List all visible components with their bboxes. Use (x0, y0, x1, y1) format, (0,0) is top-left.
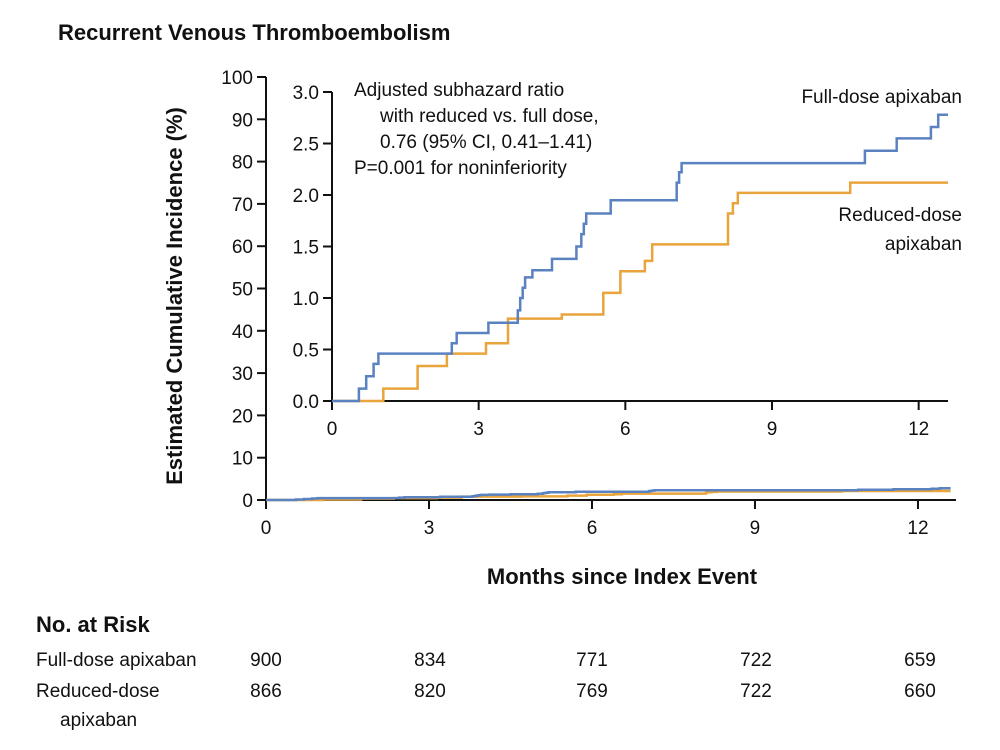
main-y-tick-label: 50 (232, 280, 253, 301)
inset-axes: 0.0 0.5 1.0 1.5 2.0 2.5 3.0 0 3 6 9 12 (277, 83, 955, 443)
risk-value: 660 (904, 681, 936, 702)
risk-row-label: Reduced-dose (36, 681, 160, 702)
number-at-risk-table: No. at Risk Full-dose apixaban 900 834 771 7… (36, 612, 936, 731)
risk-table-title: No. at Risk (36, 612, 150, 637)
risk-value: 769 (576, 681, 608, 702)
inset-y-tick-label: 1.5 (293, 238, 319, 259)
risk-value: 722 (740, 681, 772, 702)
inset-y-tick-label: 0.0 (293, 392, 319, 413)
x-axis-label: Months since Index Event (487, 564, 758, 589)
risk-value: 659 (904, 650, 936, 671)
inset-x-tick-label: 6 (620, 419, 631, 440)
main-y-tick-label: 10 (232, 449, 253, 470)
inset-y-tick-label: 1.0 (293, 289, 319, 310)
inset-y-tick-label: 0.5 (293, 341, 319, 362)
inset-line-full-dose-apixaban (332, 113, 948, 403)
risk-value: 771 (576, 650, 608, 671)
series-label: Full-dose apixaban (801, 87, 962, 108)
subhazard-ratio-annotation: Adjusted subhazard ratio with reduced vs.… (354, 80, 599, 179)
inset-x-tick-label: 12 (908, 419, 929, 440)
chart-title: Recurrent Venous Thromboembolism (58, 20, 450, 45)
inset-x-tick-label: 9 (767, 419, 778, 440)
main-y-tick-label: 0 (242, 491, 253, 512)
risk-value: 866 (250, 681, 282, 702)
series-label: apixaban (885, 234, 962, 255)
series-label: Reduced-dose (838, 205, 962, 226)
inset-x-tick-label: 0 (327, 419, 338, 440)
inset-series-lines (332, 113, 948, 403)
inset-background (277, 84, 955, 443)
y-axis-label: Estimated Cumulative Incidence (%) (162, 107, 187, 485)
annotation-line: Adjusted subhazard ratio (354, 80, 564, 101)
annotation-line: 0.76 (95% CI, 0.41–1.41) (380, 132, 592, 153)
inset-y-tick-label: 2.5 (293, 135, 319, 156)
risk-value: 820 (414, 681, 446, 702)
risk-row-label: apixaban (60, 710, 137, 731)
risk-value: 834 (414, 650, 446, 671)
risk-value: 900 (250, 650, 282, 671)
annotation-line: P=0.001 for noninferiority (354, 158, 567, 179)
inset-y-tick-label: 2.0 (293, 186, 319, 207)
main-x-tick-label: 3 (424, 518, 435, 539)
main-y-tick-label: 30 (232, 364, 253, 385)
main-series-lines (266, 486, 951, 502)
main-y-tick-label: 60 (232, 237, 253, 258)
main-y-tick-label: 20 (232, 406, 253, 427)
main-line-full-dose-apixaban (266, 486, 951, 502)
main-x-tick-label: 6 (587, 518, 598, 539)
annotation-line: with reduced vs. full dose, (379, 106, 599, 127)
main-y-tick-label: 80 (232, 153, 253, 174)
risk-row-label: Full-dose apixaban (36, 650, 197, 671)
main-x-tick-label: 9 (750, 518, 761, 539)
inset-x-tick-label: 3 (473, 419, 484, 440)
risk-value: 722 (740, 650, 772, 671)
main-y-tick-label: 40 (232, 322, 253, 343)
main-y-tick-label: 90 (232, 110, 253, 131)
main-y-tick-label: 100 (221, 68, 253, 89)
inset-y-tick-label: 3.0 (293, 83, 319, 104)
series-labels: Full-dose apixaban Reduced-dose apixaban (801, 87, 962, 255)
main-y-tick-label: 70 (232, 195, 253, 216)
inset-line-reduced-dose-apixaban (332, 181, 948, 403)
main-x-tick-label: 12 (907, 518, 928, 539)
main-x-tick-label: 0 (261, 518, 272, 539)
